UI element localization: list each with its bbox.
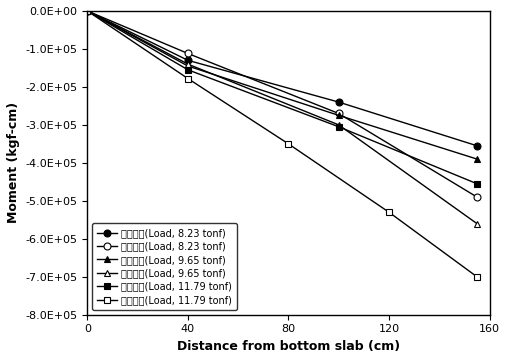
해석결과(Load, 8.23 tonf) <box>84 9 90 13</box>
실험결과(Load, 8.23 tonf) <box>336 100 342 104</box>
해석결과(Load, 8.23 tonf) <box>474 195 480 199</box>
해석결과(Load, 9.65 tonf) <box>185 62 191 66</box>
실험결과(Load, 9.65 tonf) <box>336 113 342 118</box>
실험결과(Load, 8.23 tonf) <box>185 58 191 63</box>
Line: 해석결과(Load, 11.79 tonf): 해석결과(Load, 11.79 tonf) <box>84 8 481 280</box>
Line: 해석결과(Load, 8.23 tonf): 해석결과(Load, 8.23 tonf) <box>84 8 481 201</box>
실험결과(Load, 9.65 tonf) <box>185 64 191 68</box>
Line: 실험결과(Load, 8.23 tonf): 실험결과(Load, 8.23 tonf) <box>84 8 481 149</box>
해석결과(Load, 11.79 tonf) <box>474 275 480 279</box>
실험결과(Load, 11.79 tonf) <box>336 125 342 129</box>
Line: 실험결과(Load, 9.65 tonf): 실험결과(Load, 9.65 tonf) <box>84 8 481 162</box>
해석결과(Load, 11.79 tonf) <box>84 9 90 13</box>
Line: 해석결과(Load, 9.65 tonf): 해석결과(Load, 9.65 tonf) <box>84 8 481 227</box>
실험결과(Load, 11.79 tonf) <box>84 9 90 13</box>
해석결과(Load, 11.79 tonf) <box>185 76 191 81</box>
실험결과(Load, 9.65 tonf) <box>474 157 480 161</box>
Legend: 실험결과(Load, 8.23 tonf), 해석결과(Load, 8.23 tonf), 실험결과(Load, 9.65 tonf), 해석결과(Load, : 실험결과(Load, 8.23 tonf), 해석결과(Load, 8.23 t… <box>92 223 237 310</box>
해석결과(Load, 8.23 tonf) <box>185 51 191 56</box>
해석결과(Load, 9.65 tonf) <box>84 9 90 13</box>
Y-axis label: Moment (kgf-cm): Moment (kgf-cm) <box>7 102 20 224</box>
실험결과(Load, 9.65 tonf) <box>84 9 90 13</box>
실험결과(Load, 11.79 tonf) <box>474 181 480 186</box>
실험결과(Load, 8.23 tonf) <box>474 144 480 148</box>
해석결과(Load, 11.79 tonf) <box>285 142 292 146</box>
해석결과(Load, 9.65 tonf) <box>336 123 342 127</box>
해석결과(Load, 8.23 tonf) <box>336 111 342 116</box>
해석결과(Load, 11.79 tonf) <box>386 210 392 215</box>
실험결과(Load, 11.79 tonf) <box>185 68 191 72</box>
실험결과(Load, 8.23 tonf) <box>84 9 90 13</box>
X-axis label: Distance from bottom slab (cm): Distance from bottom slab (cm) <box>177 340 400 353</box>
해석결과(Load, 9.65 tonf) <box>474 221 480 226</box>
Line: 실험결과(Load, 11.79 tonf): 실험결과(Load, 11.79 tonf) <box>84 8 481 187</box>
